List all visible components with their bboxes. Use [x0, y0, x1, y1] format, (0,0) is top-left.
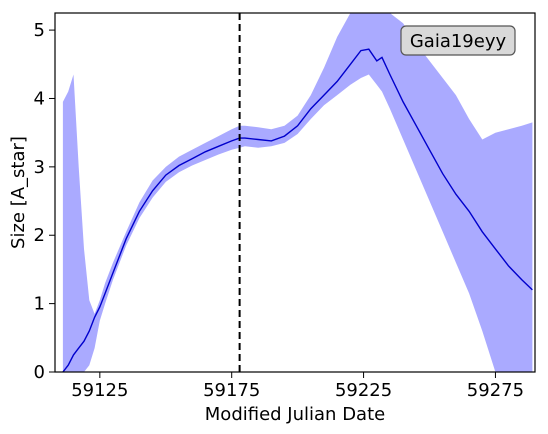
annotation-label: Gaia19eyy [410, 31, 507, 52]
x-tick-label: 59275 [467, 380, 524, 401]
annotation-box-frame [400, 25, 516, 56]
y-tick-label: 1 [34, 294, 45, 315]
x-axis-label: Modified Julian Date [205, 404, 385, 425]
y-tick-label: 2 [34, 225, 45, 246]
plot-area [62, 13, 533, 372]
annotation-box: Gaia19eyy [400, 25, 516, 56]
x-axis: 59125 59175 59225 59275 [71, 372, 524, 401]
y-axis: 0 1 2 3 4 5 [34, 20, 55, 383]
x-tick-label: 59175 [203, 380, 260, 401]
x-tick-label: 59125 [71, 380, 128, 401]
uncertainty-band [62, 13, 533, 372]
x-tick-label: 59225 [335, 380, 392, 401]
y-tick-label: 3 [34, 157, 45, 178]
plot-frame [54, 12, 536, 373]
y-tick-label: 5 [34, 20, 45, 41]
y-tick-label: 0 [34, 362, 45, 383]
y-tick-label: 4 [34, 88, 45, 109]
y-axis-label: Size [A_star] [8, 136, 29, 249]
series-line [62, 48, 533, 372]
